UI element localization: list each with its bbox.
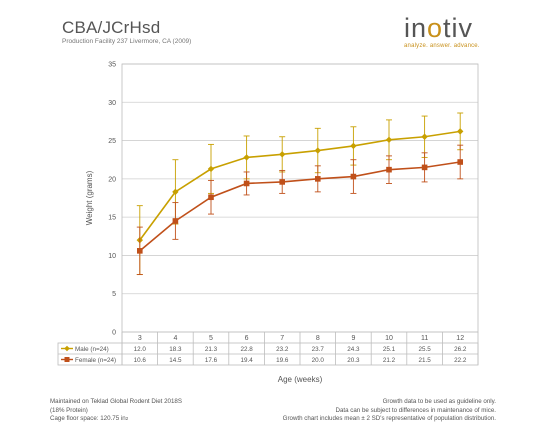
data-point: [208, 194, 214, 201]
data-label: 10.6: [134, 357, 147, 364]
data-point: [243, 154, 250, 161]
data-label: 22.2: [454, 357, 467, 364]
data-label: 25.5: [418, 346, 431, 353]
logo-wordmark: inotiv: [404, 14, 488, 42]
data-label: 26.2: [454, 346, 467, 353]
legend-swatch-marker: [64, 357, 70, 362]
legend-swatch-marker: [64, 345, 70, 352]
x-tick-label: 11: [421, 335, 428, 342]
note-maintenance: Data can be subject to differences in ma…: [335, 406, 496, 414]
inotiv-logo: inotiv analyze. answer. advance.: [404, 14, 488, 49]
x-tick-label: 6: [245, 335, 249, 342]
data-point: [172, 188, 179, 196]
data-label: 21.2: [383, 357, 396, 364]
data-label: 17.6: [205, 357, 218, 364]
data-point: [207, 165, 215, 173]
data-point: [314, 147, 321, 154]
data-point: [315, 176, 321, 182]
x-tick-label: 3: [138, 335, 142, 342]
x-tick-label: 12: [456, 335, 464, 342]
data-label: 23.2: [276, 346, 289, 353]
y-tick-label: 0: [112, 330, 116, 337]
data-label: 21.5: [418, 357, 431, 364]
y-tick-label: 20: [108, 176, 116, 183]
data-point: [421, 164, 428, 171]
data-point: [172, 218, 179, 224]
data-point: [457, 128, 464, 135]
data-label: 24.3: [347, 346, 360, 353]
x-tick-label: 10: [385, 335, 393, 342]
series-line: [139, 130, 461, 241]
data-label: 21.3: [205, 346, 218, 353]
data-label: 22.8: [240, 346, 253, 353]
x-tick-label: 5: [209, 335, 213, 342]
data-label: 19.6: [276, 357, 289, 364]
cage-line: Cage floor space: 120.75 in2: [50, 415, 182, 424]
y-tick-label: 10: [108, 253, 116, 260]
logo-word-part: tiv: [443, 13, 474, 43]
series-line: [139, 161, 461, 252]
cage-unit-superscript: 2: [125, 416, 129, 422]
logo-word-part: in: [404, 13, 428, 43]
footer-diet-info: Maintained on Teklad Global Rodent Diet …: [50, 398, 182, 424]
data-label: 12.0: [134, 346, 147, 353]
data-label: 25.1: [383, 346, 396, 353]
y-tick-label: 35: [108, 62, 116, 69]
data-label: 19.4: [240, 357, 253, 364]
data-label: 20.0: [312, 357, 325, 364]
chart-subtitle: Production Facility 237 Livermore, CA (2…: [62, 38, 192, 45]
y-tick-label: 25: [108, 138, 116, 145]
data-label: 20.3: [347, 357, 360, 364]
data-point: [350, 142, 357, 150]
data-label: 18.3: [169, 346, 182, 353]
data-point: [385, 136, 393, 144]
diet-line: Maintained on Teklad Global Rodent Diet …: [50, 398, 182, 405]
y-tick-label: 5: [112, 291, 116, 298]
logo-word-accent: o: [427, 13, 444, 43]
note-guideline: Growth data to be used as guideline only…: [382, 398, 496, 405]
x-tick-label: 7: [280, 335, 284, 342]
x-tick-label: 4: [173, 335, 177, 342]
y-tick-label: 15: [108, 215, 116, 222]
y-axis-label: Weight (grams): [85, 170, 94, 225]
protein-line: (18% Protein): [50, 406, 88, 414]
data-point: [279, 151, 286, 158]
legend-entry: Male (n=24): [75, 346, 109, 353]
x-tick-label: 8: [316, 335, 320, 342]
data-point: [279, 179, 285, 185]
footer-notes: Growth data to be used as guideline only…: [283, 398, 496, 424]
data-point: [350, 173, 357, 180]
data-label: 23.7: [312, 346, 325, 353]
cage-text: Cage floor space: 120.75 in: [50, 415, 126, 423]
data-point: [421, 133, 428, 140]
legend-entry: Female (n=24): [75, 357, 116, 364]
data-point: [137, 248, 143, 254]
data-label: 14.5: [169, 357, 182, 364]
data-point: [457, 159, 463, 165]
logo-tagline: analyze. answer. advance.: [404, 43, 480, 49]
data-point: [386, 166, 392, 173]
chart-title: CBA/JCrHsd: [62, 18, 161, 37]
x-tick-label: 9: [351, 335, 355, 342]
note-distribution: Growth chart includes mean ± 2 SD's repr…: [282, 415, 496, 423]
y-tick-label: 30: [108, 100, 116, 107]
x-axis-label: Age (weeks): [278, 375, 323, 384]
data-point: [243, 180, 250, 187]
